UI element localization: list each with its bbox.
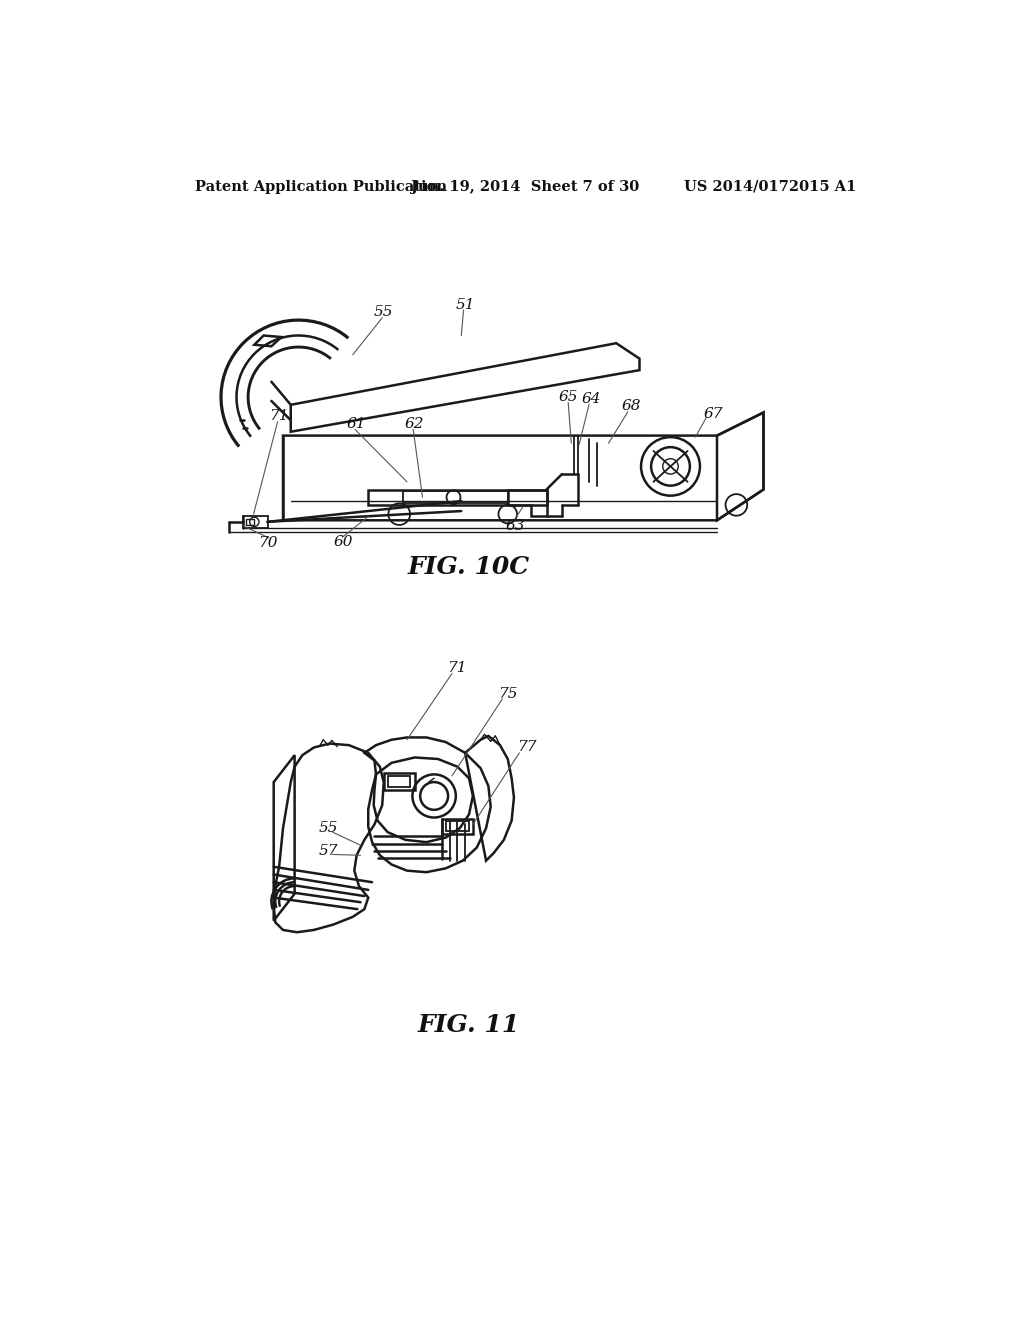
Text: 75: 75 [498, 686, 517, 701]
Text: 65: 65 [558, 391, 578, 404]
Text: 61: 61 [347, 417, 367, 432]
Text: 64: 64 [582, 392, 601, 405]
Text: Patent Application Publication: Patent Application Publication [196, 180, 447, 194]
Text: 77: 77 [517, 741, 537, 755]
Text: 62: 62 [406, 417, 425, 432]
Text: FIG. 11: FIG. 11 [418, 1012, 520, 1036]
Text: 70: 70 [258, 536, 278, 550]
Text: 71: 71 [269, 409, 289, 424]
Text: Jun. 19, 2014  Sheet 7 of 30: Jun. 19, 2014 Sheet 7 of 30 [411, 180, 639, 194]
Text: 60: 60 [334, 535, 353, 549]
Text: US 2014/0172015 A1: US 2014/0172015 A1 [684, 180, 856, 194]
Text: FIG. 10C: FIG. 10C [408, 554, 530, 578]
Text: 55: 55 [374, 305, 393, 319]
Text: 63: 63 [506, 519, 525, 533]
Text: 68: 68 [622, 400, 641, 413]
Text: 51: 51 [456, 298, 475, 312]
Text: 71: 71 [447, 661, 467, 675]
Text: 55: 55 [318, 821, 338, 836]
Text: 57: 57 [318, 845, 338, 858]
Text: 67: 67 [703, 407, 723, 421]
